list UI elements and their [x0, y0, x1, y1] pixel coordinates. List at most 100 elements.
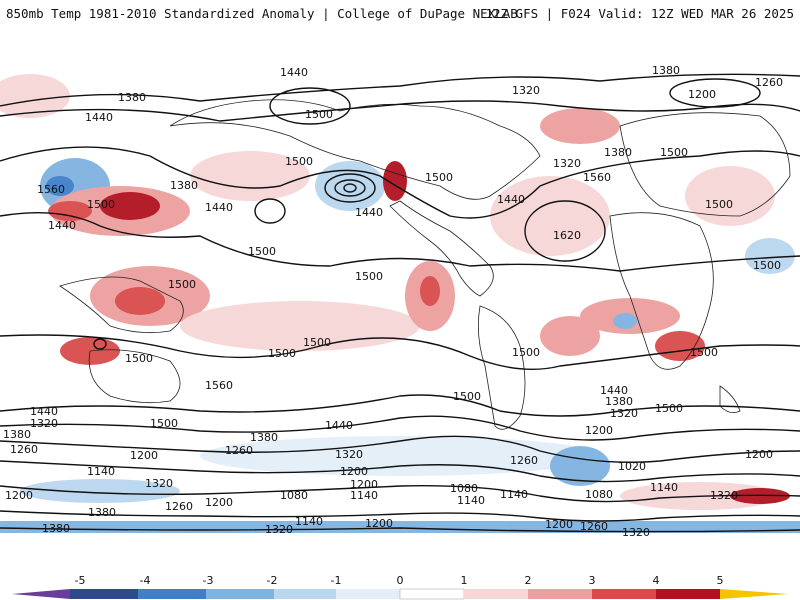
contour-label: 1140 — [650, 481, 678, 494]
colorbar-tick-label: 2 — [524, 574, 532, 587]
contour-label: 1440 — [205, 201, 233, 214]
contour-label: 1500 — [425, 171, 453, 184]
contour-label: 1380 — [605, 395, 633, 408]
contour-label: 1140 — [87, 465, 115, 478]
contour-labels: 1440 1380 1260 1200 1320 1380 1440 1500 … — [3, 66, 783, 539]
contour-label: 1320 — [622, 526, 650, 539]
colorbar-tick-label: -3 — [202, 574, 214, 587]
contour-label: 1320 — [610, 407, 638, 420]
contour-label: 1320 — [265, 523, 293, 536]
contour-label: 1260 — [755, 76, 783, 89]
colorbar-arrow-left — [12, 589, 70, 599]
contour-label: 1200 — [745, 448, 773, 461]
contour-label: 1320 — [512, 84, 540, 97]
colorbar-segment — [528, 589, 592, 599]
contour-label: 1260 — [510, 454, 538, 467]
contour-label: 1200 — [130, 449, 158, 462]
contour-label: 1260 — [165, 500, 193, 513]
contour-label: 1260 — [580, 520, 608, 533]
contour-label: 1260 — [10, 443, 38, 456]
anomaly-map: 1440 1380 1260 1200 1320 1380 1440 1500 … — [0, 66, 800, 540]
contour-label: 1080 — [280, 489, 308, 502]
contour-label: 1320 — [30, 417, 58, 430]
contour-label: 1500 — [150, 417, 178, 430]
colorbar-arrow-right — [720, 589, 788, 599]
contour-label: 1440 — [48, 219, 76, 232]
contour-label: 1500 — [512, 346, 540, 359]
model-run-info: 12Z GFS | F024 Valid: 12Z WED MAR 26 202… — [485, 6, 794, 21]
contour-label: 1140 — [295, 515, 323, 528]
colorbar-segment — [138, 589, 206, 599]
contour-label: 1560 — [205, 379, 233, 392]
colorbar-tick-label: 3 — [588, 574, 596, 587]
colorbar-segment — [464, 589, 528, 599]
contour-label: 1200 — [350, 478, 378, 491]
contour-label: 1380 — [3, 428, 31, 441]
contour-label: 1200 — [688, 88, 716, 101]
contour-label: 1440 — [280, 66, 308, 79]
contour-label: 1320 — [553, 157, 581, 170]
colorbar-tick-label: 5 — [716, 574, 724, 587]
contour-label: 1560 — [37, 183, 65, 196]
contour-label: 1140 — [457, 494, 485, 507]
colorbar-segment — [336, 589, 400, 599]
contour-label: 1500 — [248, 245, 276, 258]
contour-label: 1500 — [303, 336, 331, 349]
contour-label: 1440 — [85, 111, 113, 124]
contour-label: 1440 — [355, 206, 383, 219]
contour-label: 1380 — [250, 431, 278, 444]
contour-label: 1500 — [268, 347, 296, 360]
contour-label: 1320 — [145, 477, 173, 490]
colorbar-segment — [592, 589, 656, 599]
colorbar-tick-label: -5 — [74, 574, 86, 587]
contour-label: 1260 — [225, 444, 253, 457]
contour-label: 1380 — [42, 522, 70, 535]
contour-label: 1200 — [205, 496, 233, 509]
colorbar-tick-label: -2 — [266, 574, 278, 587]
height-contours — [0, 73, 800, 533]
contour-label: 1320 — [335, 448, 363, 461]
map-title: 850mb Temp 1981-2010 Standardized Anomal… — [6, 6, 518, 21]
contour-label: 1200 — [545, 518, 573, 531]
contour-label: 1620 — [553, 229, 581, 242]
contour-label: 1020 — [618, 460, 646, 473]
contour-label: 1440 — [497, 193, 525, 206]
colorbar-labels: -5 -4 -3 -2 -1 0 1 2 3 4 5 — [0, 574, 800, 588]
colorbar-segment — [70, 589, 138, 599]
contour-label: 1440 — [325, 419, 353, 432]
contour-label: 1200 — [365, 517, 393, 530]
contour-label: 1560 — [583, 171, 611, 184]
contour-label: 1500 — [690, 346, 718, 359]
colorbar-segment — [656, 589, 720, 599]
anomaly-colorbar — [12, 588, 788, 600]
contour-label: 1380 — [604, 146, 632, 159]
contour-label: 1500 — [125, 352, 153, 365]
contour-label: 1440 — [600, 384, 628, 397]
contour-label: 1440 — [30, 405, 58, 418]
contour-label: 1320 — [710, 489, 738, 502]
contour-label: 1080 — [585, 488, 613, 501]
colorbar-segment — [206, 589, 274, 599]
contour-label: 1380 — [118, 91, 146, 104]
contour-label: 1200 — [585, 424, 613, 437]
contour-label: 1500 — [453, 390, 481, 403]
contour-label: 1140 — [350, 489, 378, 502]
contour-label: 1500 — [305, 108, 333, 121]
contour-label: 1140 — [500, 488, 528, 501]
colorbar-tick-label: -4 — [139, 574, 151, 587]
colorbar-segment — [274, 589, 336, 599]
header: 850mb Temp 1981-2010 Standardized Anomal… — [0, 0, 800, 30]
contour-label: 1500 — [660, 146, 688, 159]
colorbar-tick-label: 1 — [460, 574, 468, 587]
contour-label: 1500 — [705, 198, 733, 211]
colorbar-segment — [399, 588, 465, 600]
contour-label: 1500 — [168, 278, 196, 291]
colorbar-tick-label: -1 — [330, 574, 342, 587]
contour-label: 1380 — [652, 66, 680, 77]
contour-label: 1500 — [355, 270, 383, 283]
contour-label: 1500 — [285, 155, 313, 168]
contour-label: 1500 — [655, 402, 683, 415]
contour-label: 1200 — [5, 489, 33, 502]
contour-label: 1380 — [170, 179, 198, 192]
contour-label: 1080 — [450, 482, 478, 495]
